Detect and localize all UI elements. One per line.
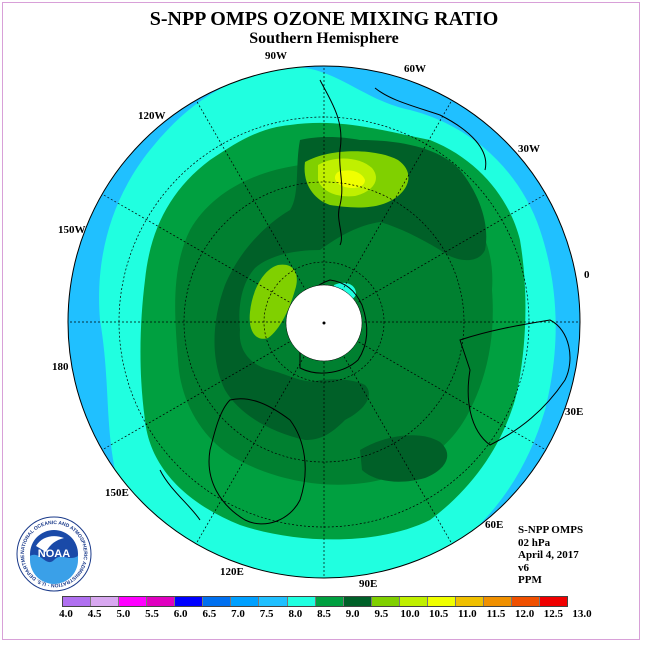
colorbar-cell xyxy=(315,597,344,606)
colorbar-cell xyxy=(427,597,456,606)
colorbar-tick-label: 9.0 xyxy=(345,608,360,620)
colorbar-tick-label: 12.5 xyxy=(543,608,563,620)
colorbar-tick-label: 9.5 xyxy=(374,608,389,620)
page-subtitle: Southern Hemisphere xyxy=(249,30,399,47)
contour-band-9-lower xyxy=(360,435,448,482)
lon-label-60e: 60E xyxy=(485,519,504,531)
logo-bird-icon xyxy=(36,536,64,552)
colorbar-cell xyxy=(343,597,372,606)
colorbar-tick-label: 4.5 xyxy=(87,608,102,620)
colorbar-cell xyxy=(371,597,400,606)
colorbar-tick-label: 11.0 xyxy=(458,608,477,620)
colorbar-cell xyxy=(203,597,232,606)
colorbar-tick-label: 12.0 xyxy=(515,608,535,620)
colorbar xyxy=(62,596,568,607)
lon-label-120w: 120W xyxy=(138,110,166,122)
info-block: S-NPP OMPS 02 hPa April 4, 2017 v6 PPM xyxy=(518,524,583,587)
lon-label-30w: 30W xyxy=(518,143,540,155)
colorbar-cell xyxy=(91,597,120,606)
info-version: v6 xyxy=(518,561,529,574)
colorbar-cell xyxy=(483,597,512,606)
colorbar-tick-label: 8.5 xyxy=(317,608,331,620)
info-product: S-NPP OMPS xyxy=(518,524,584,536)
colorbar-tick-label: 7.0 xyxy=(231,608,245,620)
noaa-logo: NATIONAL OCEANIC AND ATMOSPHERIC ADMINIS… xyxy=(16,516,92,592)
colorbar-cell xyxy=(259,597,288,606)
colorbar-cell xyxy=(455,597,484,606)
colorbar-cell xyxy=(231,597,260,606)
info-date: April 4, 2017 xyxy=(518,549,579,562)
map-boundary xyxy=(67,65,581,579)
graticule xyxy=(68,66,580,578)
info-level: 02 hPa xyxy=(518,536,551,549)
lon-label-150e: 150E xyxy=(105,487,129,499)
lon-label-60w: 60W xyxy=(404,63,426,75)
colorbar-cell xyxy=(512,597,541,606)
contour-band-9 xyxy=(214,136,487,440)
lon-label-90w: 90W xyxy=(265,50,287,62)
colorbar-tick-label: 5.0 xyxy=(116,608,131,620)
colorbar-tick-label: 13.0 xyxy=(572,608,592,620)
colorbar-cell xyxy=(119,597,148,606)
info-units: PPM xyxy=(518,574,542,587)
colorbar-tick-label: 8.0 xyxy=(288,608,303,620)
lon-label-150w: 150W xyxy=(58,224,86,236)
logo-wave-icon xyxy=(30,554,78,584)
colorbar-ticks: 4.0 4.5 5.0 5.5 6.0 6.5 7.0 7.5 8.0 8.5 9.0 9.5 10.0… xyxy=(0,608,648,622)
colorbar-cell xyxy=(175,597,204,606)
logo-text: NOAA xyxy=(38,548,70,560)
colorbar-tick-label: 6.5 xyxy=(202,608,217,620)
lon-label-180: 180 xyxy=(52,361,69,373)
colorbar-tick-label: 4.0 xyxy=(59,608,73,620)
lon-label-0: 0 xyxy=(584,269,590,281)
colorbar-cell xyxy=(147,597,176,606)
colorbar-cell xyxy=(287,597,316,606)
lon-label-30e: 30E xyxy=(565,406,584,418)
colorbar-tick-label: 6.0 xyxy=(173,608,188,620)
frame xyxy=(2,2,640,640)
colorbar-tick-label: 11.5 xyxy=(486,608,506,620)
page-title: S-NPP OMPS OZONE MIXING RATIO xyxy=(149,8,499,30)
lon-label-90e: 90E xyxy=(359,578,378,590)
south-pole-marker xyxy=(322,321,326,325)
colorbar-tick-label: 10.5 xyxy=(429,608,449,620)
colorbar-tick-label: 7.5 xyxy=(259,608,274,620)
colorbar-cell xyxy=(63,597,92,606)
lon-label-120e: 120E xyxy=(220,566,244,578)
colorbar-cell xyxy=(540,597,568,606)
colorbar-tick-label: 10.0 xyxy=(400,608,420,620)
contour-band-10-5 xyxy=(334,170,365,188)
colorbar-tick-label: 5.5 xyxy=(145,608,159,620)
contour-band-9-5-west xyxy=(249,264,297,339)
colorbar-cell xyxy=(399,597,428,606)
